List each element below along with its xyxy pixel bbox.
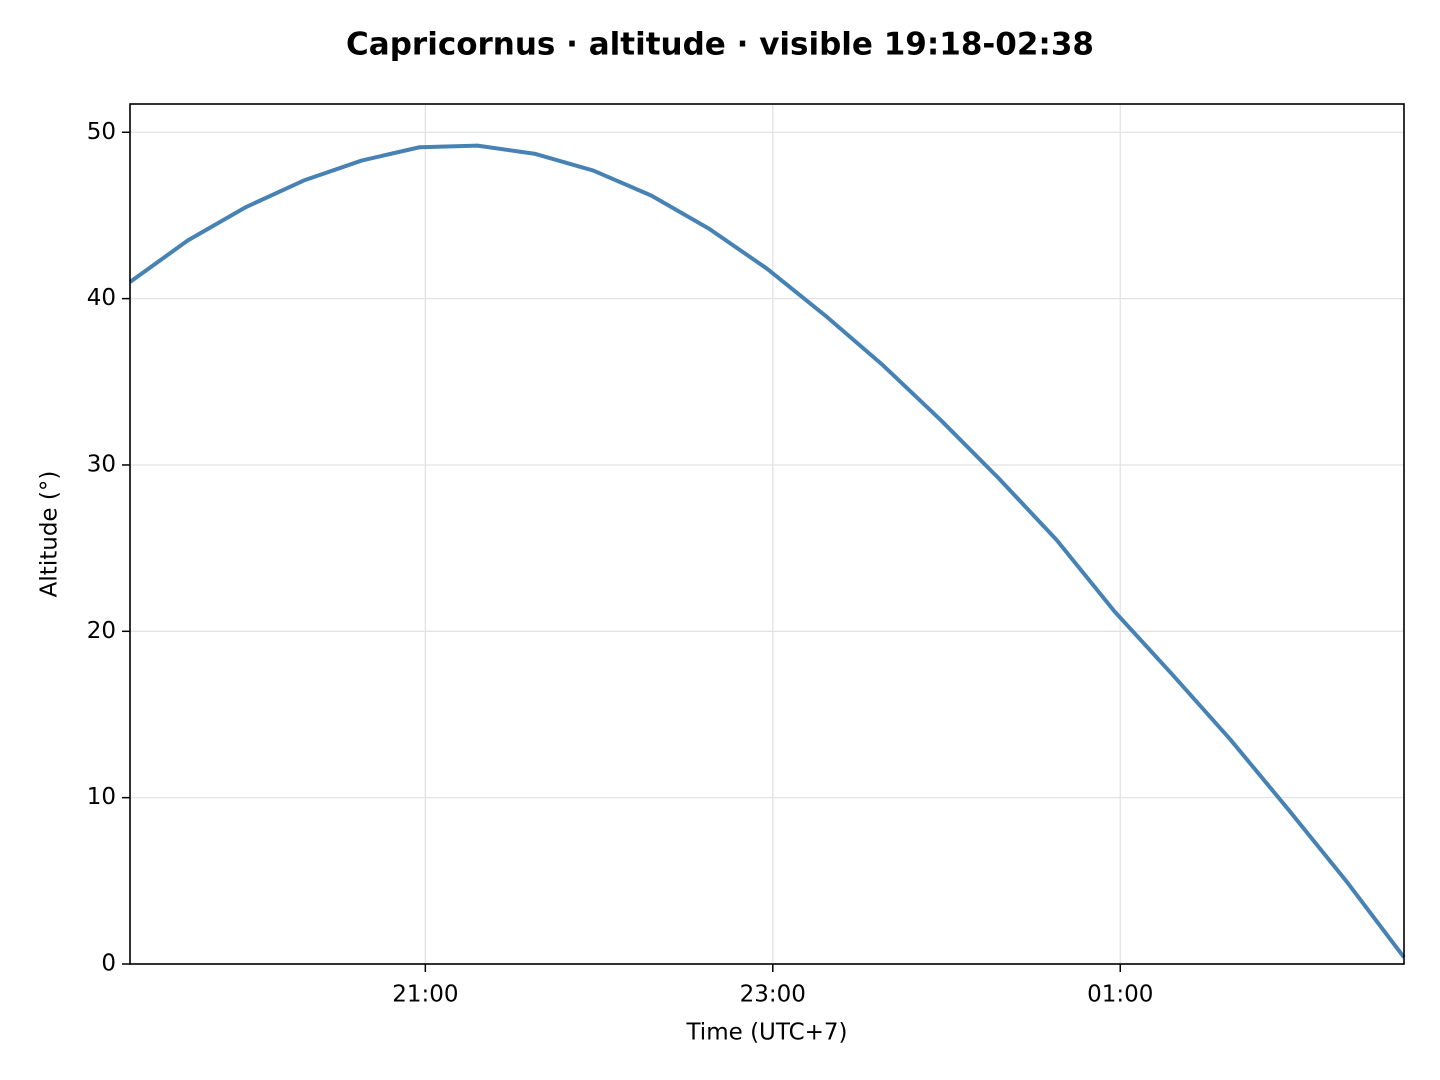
- y-tick-label: 40: [87, 285, 116, 311]
- y-axis-label: Altitude (°): [37, 471, 63, 598]
- y-tick-label: 30: [87, 451, 116, 477]
- chart-title: Capricornus · altitude · visible 19:18-0…: [346, 27, 1094, 63]
- x-tick-label: 23:00: [740, 982, 806, 1008]
- y-tick-label: 50: [87, 119, 116, 145]
- x-tick-label: 01:00: [1087, 982, 1153, 1008]
- x-axis-label: Time (UTC+7): [685, 1020, 847, 1046]
- data-line: [128, 143, 1406, 959]
- y-tick-label: 0: [101, 951, 116, 977]
- plot-frame: [129, 103, 1405, 965]
- x-tick-label: 21:00: [392, 982, 458, 1008]
- y-tick-label: 20: [87, 618, 116, 644]
- y-tick-label: 10: [87, 784, 116, 810]
